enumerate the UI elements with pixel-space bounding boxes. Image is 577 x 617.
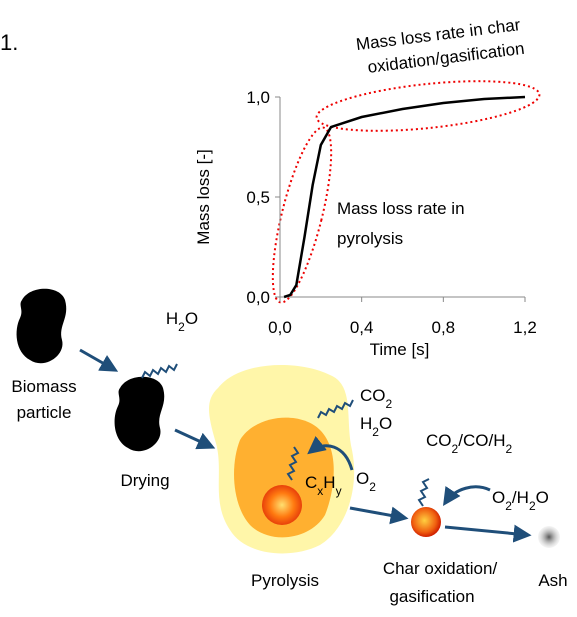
x-tick-label: 0,8	[432, 318, 456, 337]
pyrolysis-core	[262, 485, 302, 525]
diagram-label: CO2	[360, 386, 393, 411]
chart: 0,0 0,5 1,0 0,0 0,4 0,8 1,2 Time [s] Mass loss […	[194, 15, 537, 359]
annotation-line: pyrolysis	[337, 229, 403, 248]
highlight-oval	[271, 126, 333, 304]
annotation: Mass loss rate in charoxidation/gasifica…	[355, 15, 526, 77]
arrows	[79, 348, 532, 543]
drying-particle	[114, 376, 165, 452]
highlight-oval	[315, 80, 541, 132]
y-tick-label: 0,5	[246, 188, 270, 207]
diagram-label: O2/H2O	[492, 488, 549, 513]
labels: Biomass particle Drying H2O Pyrolysis CO2 H2O C…	[11, 309, 567, 606]
diagram-label: Pyrolysis	[251, 571, 319, 590]
diagram-label: gasification	[389, 587, 474, 606]
arrow	[79, 348, 119, 372]
arrow	[349, 506, 409, 525]
diagram-label: CO2/CO/H2	[426, 431, 512, 456]
arrow	[443, 485, 491, 506]
arrow	[444, 524, 532, 543]
x-axis-label: Time [s]	[370, 340, 430, 359]
char-particle	[411, 507, 441, 537]
x-tick-label: 0,0	[268, 318, 292, 337]
y-tick-label: 1,0	[246, 88, 270, 107]
y-axis-label: Mass loss [-]	[194, 149, 213, 244]
diagram-label: H2O	[360, 414, 392, 439]
gas-release	[141, 363, 430, 507]
diagram-label: Ash	[538, 571, 567, 590]
wavy-line	[286, 446, 300, 481]
diagram-label: CxHy	[305, 473, 342, 498]
diagram-label: O2	[356, 469, 376, 494]
diagram-label: Char oxidation/	[383, 559, 498, 578]
x-tick-label: 0,4	[350, 318, 374, 337]
annotation-line: Mass loss rate in	[337, 199, 465, 218]
arrow	[174, 428, 216, 450]
wavy-line	[317, 399, 354, 419]
panel-label: 1.	[0, 30, 18, 55]
wavy-line	[417, 478, 430, 507]
x-tick-label: 1,2	[513, 318, 537, 337]
wavy-line	[141, 363, 178, 379]
diagram-label: Drying	[120, 471, 169, 490]
data-line	[283, 95, 526, 299]
y-tick-label: 0,0	[246, 288, 270, 307]
diagram-label: Biomass	[11, 377, 76, 396]
biomass-particle	[16, 288, 67, 364]
arrow	[307, 435, 354, 471]
diagram-label: particle	[17, 403, 72, 422]
ash-particle	[538, 526, 560, 548]
diagram-label: H2O	[166, 309, 198, 334]
